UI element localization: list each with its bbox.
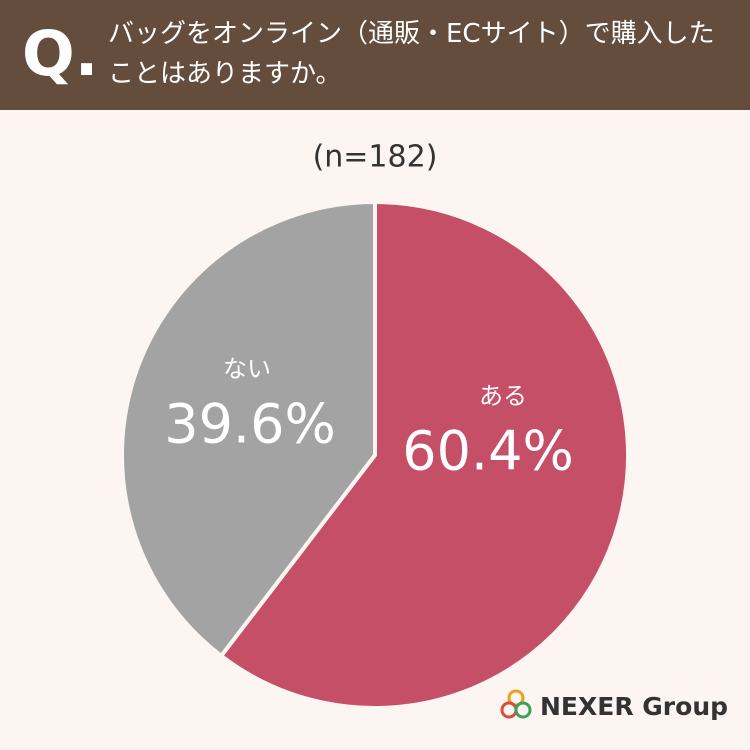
pie-slice — [120, 200, 377, 658]
slice-category: ない — [223, 355, 271, 383]
slice-value-label: 60.4% — [402, 420, 574, 483]
slice-value-label: 39.6% — [164, 393, 336, 456]
question-mark: Q. — [22, 17, 99, 90]
chart-subtitle: (n=182) — [313, 140, 438, 175]
header: Q. バッグをオンライン（通販・ECサイト）で購入したことはありますか。 — [0, 0, 750, 110]
chart-title: バッグをオンライン（通販・ECサイト）で購入したことはありますか。 — [108, 19, 715, 89]
brand: NEXER Group — [540, 692, 728, 721]
pie-slice — [219, 200, 630, 710]
slice-category: ある — [479, 382, 527, 410]
logo-icon — [500, 689, 532, 719]
